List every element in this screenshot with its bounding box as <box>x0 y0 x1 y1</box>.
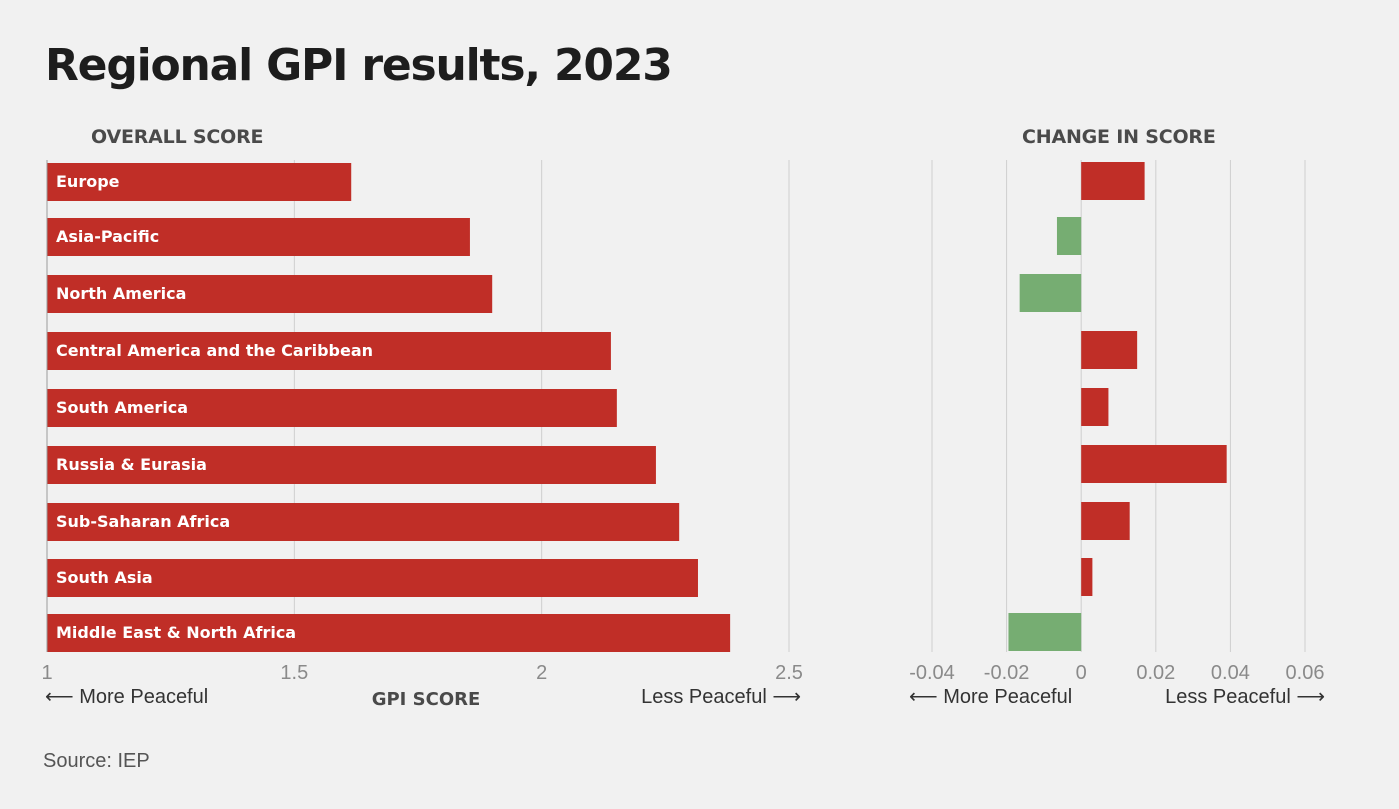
category-label: Europe <box>56 172 120 191</box>
category-label: South America <box>56 398 188 417</box>
change-bar <box>1081 558 1093 596</box>
bar <box>47 559 698 597</box>
x-tick-label: 1 <box>41 662 52 684</box>
bar <box>47 275 493 313</box>
change-bar <box>1081 331 1138 369</box>
x-tick-label: 0.06 <box>1286 662 1325 684</box>
x-tick-label: 2 <box>536 662 547 684</box>
more-peaceful-label: ⟵ More Peaceful <box>45 686 208 708</box>
change-bar <box>1081 445 1227 483</box>
change-bar <box>1081 162 1145 200</box>
more-peaceful-label: ⟵ More Peaceful <box>909 686 1072 708</box>
change-bar <box>1081 388 1109 426</box>
category-label: Central America and the Caribbean <box>56 341 373 360</box>
x-tick-label: 0 <box>1076 662 1087 684</box>
x-tick-label: 1.5 <box>280 662 308 684</box>
category-label: Middle East & North Africa <box>56 623 296 642</box>
bar <box>47 332 611 370</box>
category-label: Asia-Pacific <box>56 227 159 246</box>
x-tick-label: 2.5 <box>775 662 803 684</box>
x-axis-title: GPI SCORE <box>372 689 481 710</box>
x-tick-label: -0.02 <box>984 662 1030 684</box>
change-bar <box>1081 502 1130 540</box>
change-in-score-heading: CHANGE IN SCORE <box>1022 126 1216 148</box>
overall-score-heading: OVERALL SCORE <box>91 126 264 148</box>
change-bar <box>1019 274 1082 312</box>
x-tick-label: 0.02 <box>1136 662 1175 684</box>
bar <box>47 163 352 201</box>
category-label: North America <box>56 284 186 303</box>
bar <box>47 389 617 427</box>
bar <box>47 503 680 541</box>
category-label: Russia & Eurasia <box>56 455 207 474</box>
bar <box>47 218 470 256</box>
chart-title: Regional GPI results, 2023 <box>45 40 673 91</box>
less-peaceful-label: Less Peaceful ⟶ <box>1165 686 1325 708</box>
category-label: South Asia <box>56 568 153 587</box>
x-tick-label: -0.04 <box>909 662 955 684</box>
change-bar <box>1008 613 1082 651</box>
category-label: Sub-Saharan Africa <box>56 512 230 531</box>
source-note: Source: IEP <box>43 750 150 772</box>
bar <box>47 614 731 652</box>
x-tick-label: 0.04 <box>1211 662 1250 684</box>
bar <box>47 446 656 484</box>
change-bar <box>1056 217 1082 255</box>
less-peaceful-label: Less Peaceful ⟶ <box>641 686 801 708</box>
